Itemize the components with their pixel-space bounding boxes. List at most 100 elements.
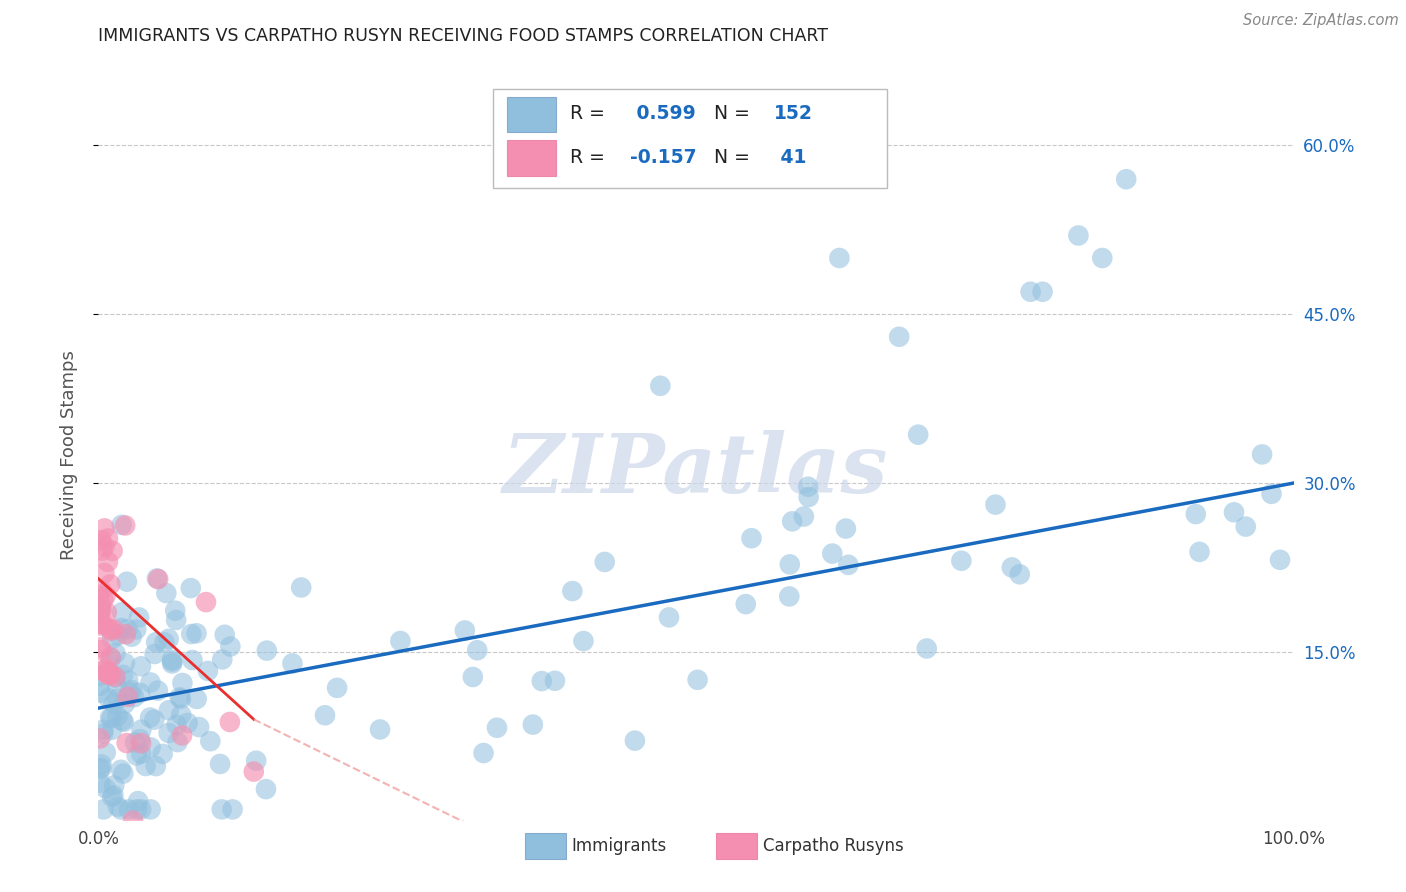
Point — [197, 664, 219, 678]
Point — [658, 610, 681, 624]
Point — [112, 714, 135, 729]
Point — [170, 707, 193, 722]
Point — [984, 498, 1007, 512]
Point — [91, 664, 114, 678]
Point — [101, 632, 124, 646]
Point — [89, 679, 111, 693]
Point — [105, 680, 128, 694]
Point — [485, 721, 508, 735]
Point — [907, 427, 929, 442]
Point — [114, 518, 136, 533]
Text: Immigrants: Immigrants — [572, 838, 666, 855]
Point — [624, 733, 647, 747]
Point — [200, 734, 222, 748]
Point — [162, 655, 184, 669]
Point — [122, 814, 145, 828]
Point — [734, 597, 756, 611]
Text: 0.599: 0.599 — [630, 103, 696, 123]
Point — [110, 621, 132, 635]
Point — [129, 747, 152, 761]
Point — [1188, 545, 1211, 559]
Point — [91, 543, 114, 558]
Point — [172, 728, 194, 742]
Point — [157, 703, 180, 717]
Point — [129, 659, 152, 673]
Point — [97, 555, 120, 569]
Text: N =: N = — [709, 103, 756, 123]
Point — [112, 766, 135, 780]
Point — [112, 668, 135, 682]
Point — [209, 756, 232, 771]
Point — [103, 789, 125, 803]
Point — [221, 802, 243, 816]
Point — [1223, 505, 1246, 519]
Point — [93, 566, 115, 580]
Text: R =: R = — [571, 103, 612, 123]
Point — [593, 555, 616, 569]
Point — [93, 723, 115, 737]
Text: IMMIGRANTS VS CARPATHO RUSYN RECEIVING FOOD STAMPS CORRELATION CHART: IMMIGRANTS VS CARPATHO RUSYN RECEIVING F… — [98, 27, 828, 45]
Point — [97, 665, 120, 679]
Point — [172, 676, 194, 690]
Point — [128, 610, 150, 624]
Point — [181, 653, 204, 667]
Point — [114, 656, 136, 670]
Point — [94, 661, 117, 675]
Point — [129, 732, 152, 747]
Point — [169, 690, 191, 705]
Point — [793, 509, 815, 524]
Text: R =: R = — [571, 148, 612, 167]
Point — [837, 558, 859, 572]
Point — [139, 740, 162, 755]
Point — [100, 651, 122, 665]
Point — [211, 802, 233, 816]
Point — [127, 794, 149, 808]
Point — [100, 624, 122, 638]
Point — [188, 720, 211, 734]
FancyBboxPatch shape — [508, 96, 557, 132]
Point — [97, 691, 120, 706]
Point — [89, 588, 111, 602]
Point — [87, 617, 110, 632]
Point — [530, 674, 553, 689]
Point — [94, 746, 117, 760]
Point — [89, 776, 111, 790]
Point — [544, 673, 567, 688]
Point — [91, 616, 114, 631]
Point — [139, 802, 162, 816]
Point — [170, 691, 193, 706]
Point — [98, 622, 121, 636]
Point — [89, 669, 111, 683]
Point — [572, 634, 595, 648]
Point — [117, 690, 139, 704]
Point — [143, 713, 166, 727]
Point — [100, 650, 122, 665]
FancyBboxPatch shape — [494, 89, 887, 188]
Point — [93, 521, 115, 535]
Point — [100, 711, 122, 725]
Point — [121, 630, 143, 644]
Point — [157, 726, 180, 740]
Point — [89, 618, 111, 632]
Point — [145, 635, 167, 649]
Point — [97, 532, 120, 546]
Point — [472, 746, 495, 760]
Point — [94, 589, 117, 603]
Point — [90, 603, 112, 617]
Point — [219, 640, 242, 654]
Point — [107, 709, 129, 723]
Point — [256, 643, 278, 657]
Point — [94, 781, 117, 796]
Point — [115, 627, 138, 641]
Text: 152: 152 — [773, 103, 813, 123]
Point — [115, 736, 138, 750]
Point — [245, 754, 267, 768]
Point — [90, 757, 112, 772]
Point — [89, 640, 111, 655]
Point — [117, 673, 139, 688]
Point — [111, 517, 134, 532]
Point — [103, 697, 125, 711]
Point — [98, 710, 121, 724]
Point — [157, 632, 180, 646]
Point — [89, 731, 111, 746]
